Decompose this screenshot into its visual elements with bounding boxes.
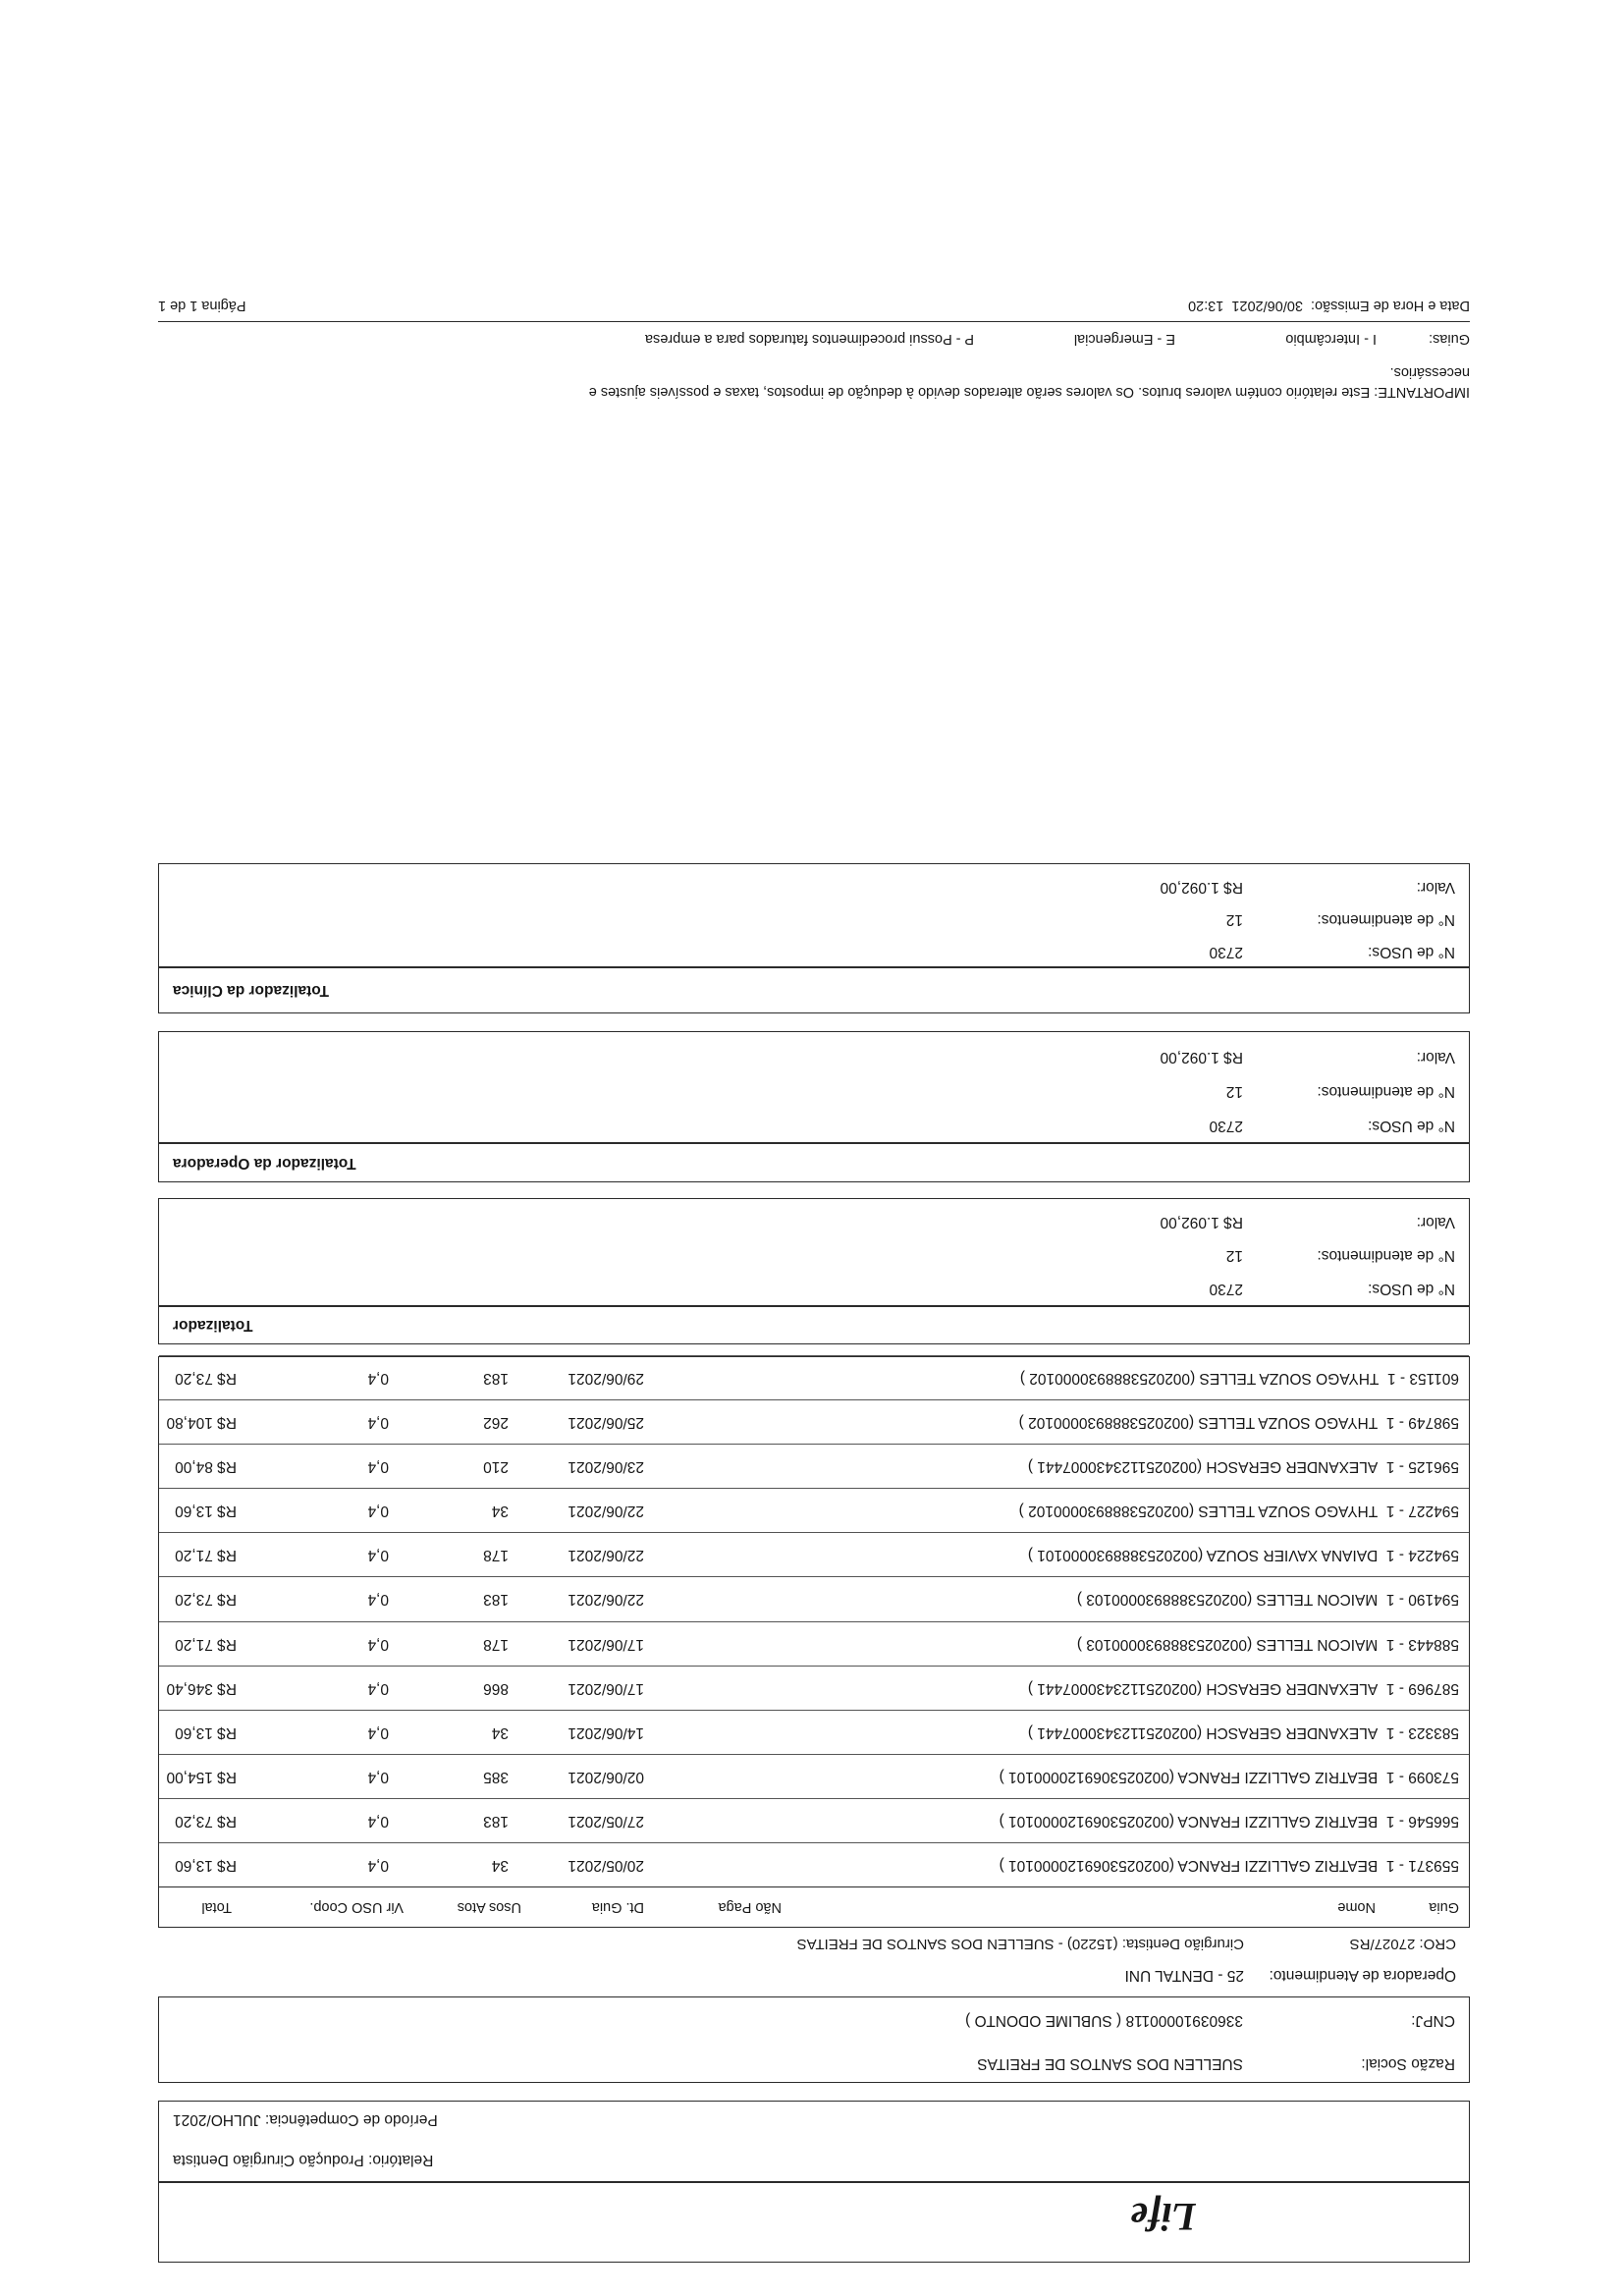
svg-text:Life: Life xyxy=(1130,2195,1196,2239)
